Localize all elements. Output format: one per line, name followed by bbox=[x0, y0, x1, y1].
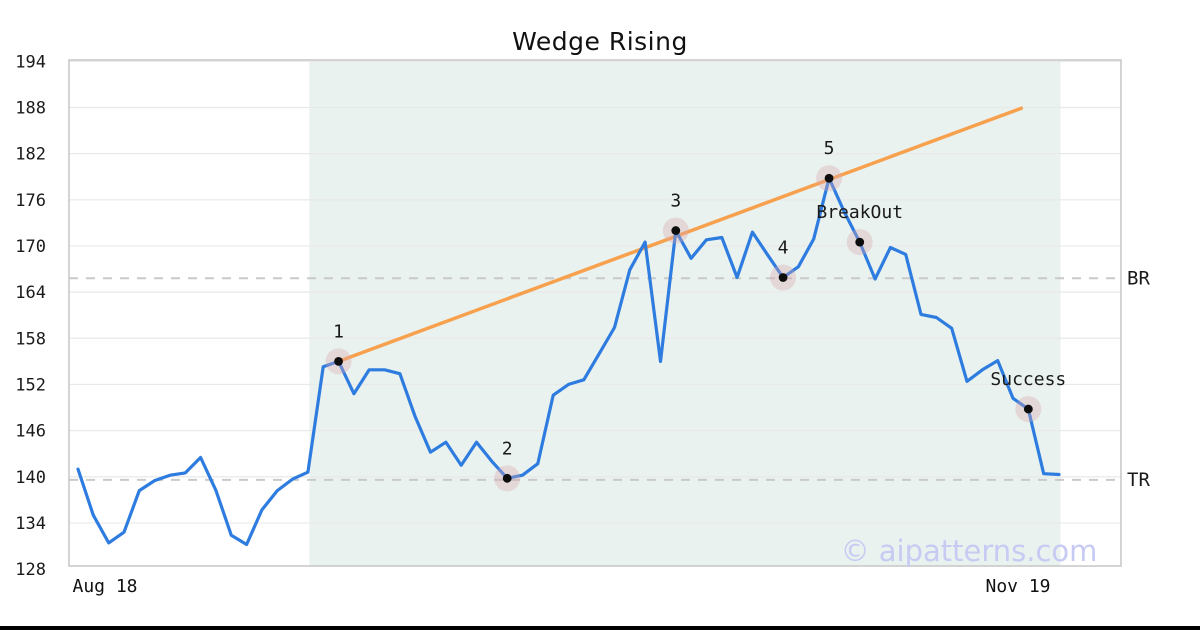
marker-dot bbox=[824, 173, 834, 183]
annotation-label-1: 1 bbox=[333, 321, 344, 342]
y-tick-label: 128 bbox=[15, 560, 46, 580]
marker-dot bbox=[1023, 404, 1033, 414]
trend-line bbox=[336, 106, 1024, 364]
pattern-zone bbox=[309, 61, 1061, 566]
y-tick-label: 164 bbox=[15, 283, 46, 303]
marker-dot bbox=[855, 237, 865, 247]
marker-dot bbox=[778, 273, 788, 282]
watermark: © aipatterns.com bbox=[840, 534, 1098, 568]
y-tick-label: 158 bbox=[15, 329, 46, 349]
annotation-label-3: 3 bbox=[670, 191, 681, 212]
x-axis-label-end: Nov 19 bbox=[985, 576, 1051, 597]
y-tick-label: 146 bbox=[15, 422, 46, 442]
annotation-label-2: 2 bbox=[502, 438, 513, 459]
annotation-label-success: Success bbox=[990, 369, 1066, 390]
marker-dot bbox=[334, 356, 343, 366]
y-tick-label: 134 bbox=[15, 514, 46, 534]
y-tick-label: 188 bbox=[15, 98, 46, 118]
page-title: Wedge Rising bbox=[512, 27, 688, 56]
plot-border bbox=[68, 59, 1122, 567]
marker-dot bbox=[502, 473, 512, 483]
y-tick-label: 182 bbox=[15, 145, 46, 165]
annotation-label-5: 5 bbox=[824, 138, 835, 159]
annotation-label-breakout: BreakOut bbox=[816, 202, 903, 223]
y-tick-label: 152 bbox=[15, 375, 46, 395]
y-tick-label: 170 bbox=[15, 237, 46, 257]
level-label-br: BR bbox=[1127, 267, 1150, 289]
annotation-label-4: 4 bbox=[778, 238, 789, 259]
bottom-bar bbox=[0, 626, 1200, 630]
y-tick-label: 176 bbox=[15, 191, 46, 211]
y-tick-label: 140 bbox=[15, 468, 46, 488]
level-label-tr: TR bbox=[1127, 469, 1150, 491]
marker-dot bbox=[671, 226, 681, 235]
x-axis-label-start: Aug 18 bbox=[72, 576, 138, 597]
y-tick-label: 194 bbox=[15, 52, 46, 72]
price-line bbox=[76, 176, 1061, 547]
